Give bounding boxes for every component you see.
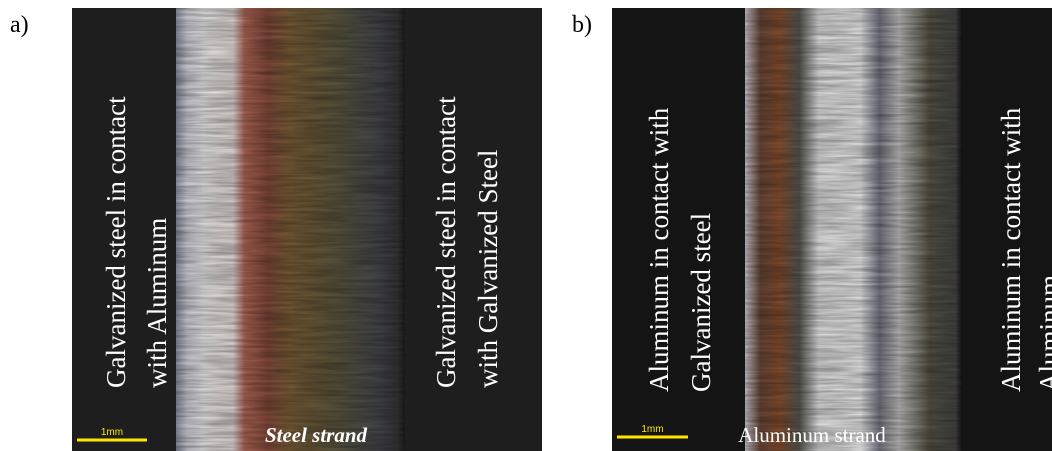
panel-label: b): [572, 12, 592, 38]
scale-bar-label: 1mm: [641, 424, 663, 435]
strand-caption: Aluminum strand: [738, 423, 886, 447]
scale-bar-label: 1mm: [101, 427, 123, 438]
photo-label: Aluminum in contact with: [644, 107, 674, 392]
photo-label: with Aluminum: [142, 218, 172, 388]
photo-b: [612, 8, 1052, 451]
photo-label: with Galvanized Steel: [473, 150, 503, 388]
photo-label: Galvanized steel in contact: [101, 96, 131, 388]
photo-label: Galvanized steel: [686, 213, 716, 392]
strand-caption: Steel strand: [265, 423, 368, 447]
figure: a) Galvanized steel in contact with Alumin…: [0, 0, 1052, 451]
panel-label: a): [10, 12, 29, 38]
photo-label: Aluminum in contact with: [996, 107, 1026, 392]
photo-label: Aluminum: [1034, 275, 1052, 392]
photo-label: Galvanized steel in contact: [431, 96, 461, 388]
